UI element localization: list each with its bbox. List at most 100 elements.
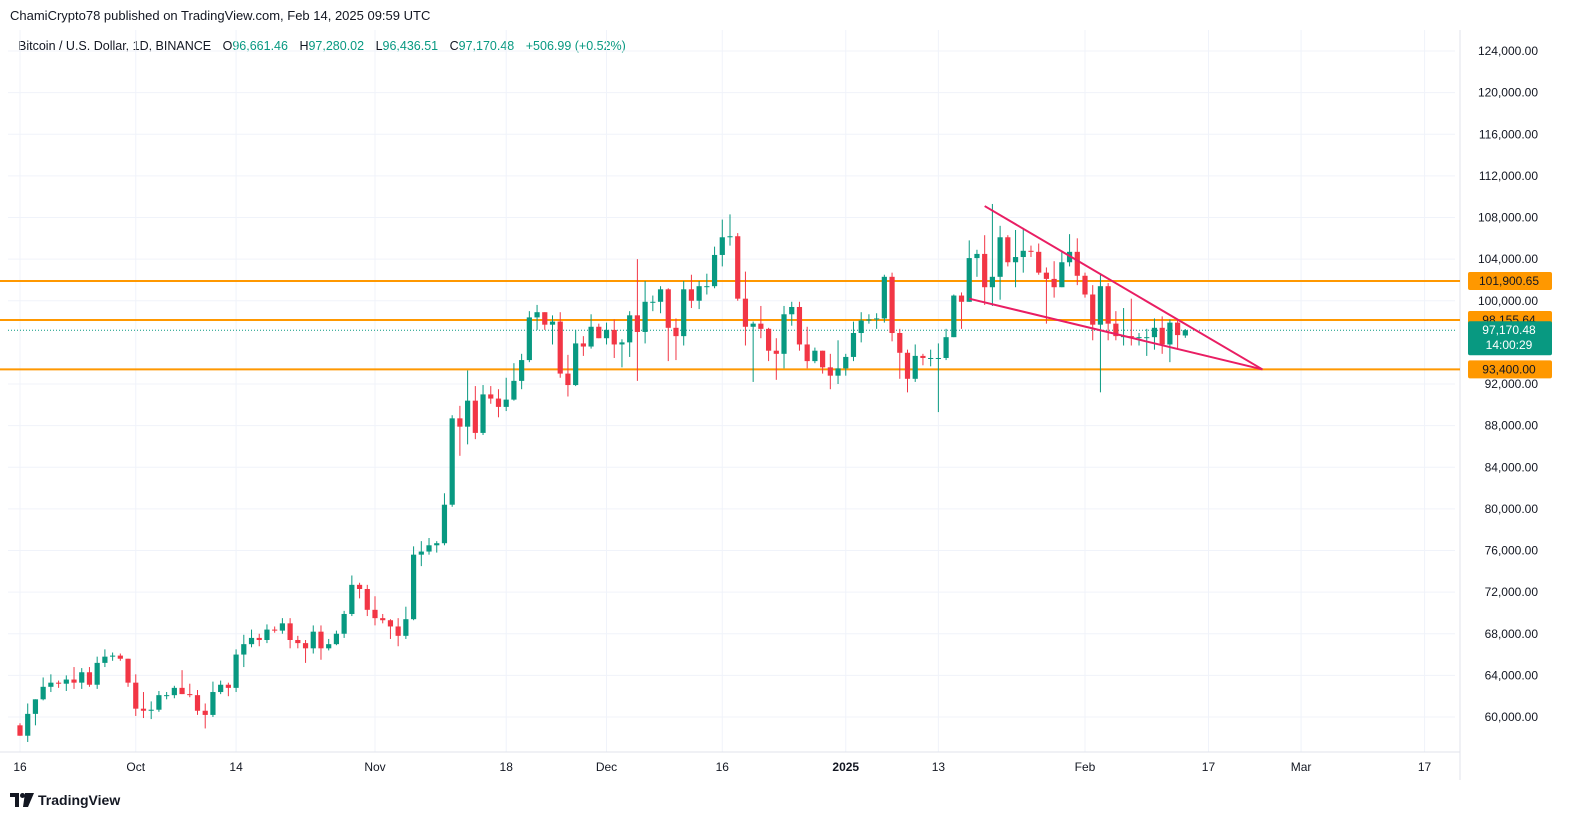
candle [110,652,116,661]
candle [349,575,355,617]
candle-body [94,662,100,685]
candle-body [418,551,424,555]
level-price-tag-bg [1468,271,1552,290]
candle [194,689,201,715]
candle-body [110,655,116,657]
candle-body [403,619,409,636]
candle [542,312,548,330]
candle [465,370,471,445]
footer: TradingView [10,792,120,808]
candle-body [781,314,787,354]
x-tick-label: Dec [596,760,617,774]
candle-body [982,253,988,288]
candle-body [1051,278,1057,288]
candle-body [63,679,69,684]
candle [688,274,695,309]
candle [596,323,602,339]
candle [495,389,502,418]
candle-body [503,399,509,407]
x-tick-label: 13 [932,760,946,774]
candle [488,386,494,404]
candle [1175,320,1181,350]
candle-body [1043,272,1050,279]
y-tick-label: 92,000.00 [1485,377,1539,391]
candle-body [827,367,833,376]
candle-body [233,654,239,688]
candle [673,318,679,361]
candle [997,225,1003,300]
candle-body [495,398,502,407]
last-price-tag-countdown: 14:00:29 [1486,338,1533,352]
candle-body [434,543,440,546]
candle [202,703,208,729]
candle [472,386,478,440]
candle-body [1151,327,1158,338]
candle-body [449,418,455,505]
candle-body [102,656,108,663]
candle [356,582,363,599]
candle [711,246,718,289]
candle-body [1082,275,1088,295]
candle [418,541,424,567]
candle [935,343,941,413]
y-tick-label: 112,000.00 [1479,169,1538,183]
candle-body [55,682,62,684]
candle-body [1175,322,1181,336]
candle-body [951,295,957,338]
candle [843,353,849,376]
candle [326,638,332,651]
y-tick-label: 60,000.00 [1485,710,1539,724]
candle [79,668,85,689]
candle-body [71,679,77,683]
candle-body [534,312,540,318]
candle [866,314,872,324]
candle-body [32,699,39,714]
low-label: L [375,39,383,53]
candle [17,723,23,736]
y-tick-label: 104,000.00 [1478,252,1538,266]
candle-body [642,301,648,332]
candle-body [549,321,556,325]
candle [1082,272,1088,298]
candle [1043,267,1050,324]
candle-body [665,289,671,328]
candle [40,677,46,701]
candle [904,349,911,393]
candle [125,658,131,687]
candle-body [148,709,154,711]
candle-body [912,355,918,379]
candle [48,674,54,693]
candle [534,304,540,330]
candle [804,326,810,369]
candle-body [596,326,602,339]
level-price-tag-text: 93,400.00 [1482,362,1536,376]
candle [318,625,324,660]
candle-body [218,684,224,693]
candle [966,240,972,302]
candle-body [657,289,664,302]
low-value: 96,436.51 [382,39,439,53]
candle-body [79,672,85,683]
candle-body [86,672,93,685]
candle-body [488,394,494,399]
x-tick-label: 16 [716,760,730,774]
candle [588,314,594,349]
candle [619,339,625,368]
candle-body [557,321,563,374]
candle [171,685,177,699]
candle-body [387,620,394,627]
candle-body [194,695,201,711]
candle [827,353,833,390]
open-label: O [222,39,233,53]
candle [1090,285,1096,341]
candle-body [889,276,895,334]
candle-body [333,633,340,645]
candle [989,203,995,306]
candle-body [1028,250,1034,252]
candle [580,336,586,356]
candle [1074,238,1080,286]
y-tick-label: 100,000.00 [1478,294,1538,308]
candle-body [241,644,247,655]
candle [248,629,255,648]
